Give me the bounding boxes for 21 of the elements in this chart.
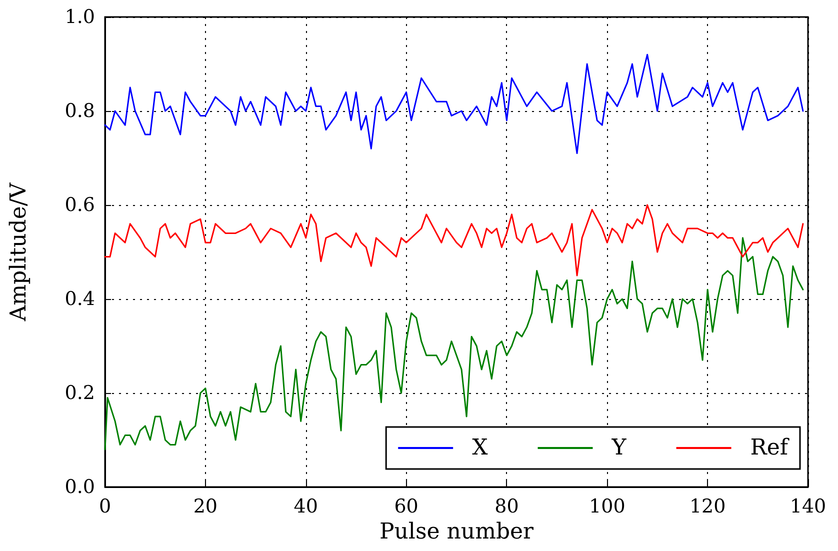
x-axis-title: Pulse number: [379, 520, 534, 544]
line-series: [104, 204, 804, 276]
y-tick-label: 0.2: [64, 382, 95, 404]
x-tick-label: 140: [790, 496, 826, 518]
x-tick-label: 100: [589, 496, 626, 518]
x-tick-label: 60: [394, 496, 418, 518]
x-tick-label: 40: [294, 496, 318, 518]
legend-label: Ref: [750, 436, 790, 460]
y-tick-label: 0.0: [64, 476, 95, 498]
legend-label: Y: [610, 436, 627, 460]
y-axis-title: Amplitude/V: [6, 182, 32, 322]
x-tick-label: 80: [494, 496, 519, 518]
legend-label: X: [472, 436, 488, 460]
x-tick-label: 20: [193, 496, 218, 518]
y-tick-label: 0.6: [64, 194, 95, 216]
y-tick-label: 0.4: [64, 288, 95, 310]
line-series: [104, 54, 804, 154]
x-tick-label: 0: [98, 496, 112, 518]
y-tick-label: 0.8: [64, 100, 95, 122]
y-tick-label: 1.0: [64, 6, 95, 28]
x-tick-label: 120: [689, 496, 726, 518]
